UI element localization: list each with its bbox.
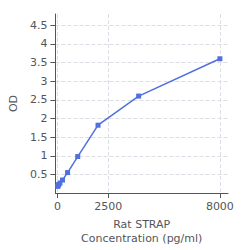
svg-text:1.5: 1.5 <box>30 131 48 144</box>
svg-text:4.5: 4.5 <box>30 19 48 32</box>
svg-text:0: 0 <box>54 200 61 213</box>
svg-text:OD: OD <box>7 95 20 112</box>
svg-text:Rat STRAP: Rat STRAP <box>113 218 170 231</box>
svg-text:Concentration (pg/ml): Concentration (pg/ml) <box>81 232 202 245</box>
svg-text:4: 4 <box>40 37 47 50</box>
svg-text:3: 3 <box>40 75 47 88</box>
svg-text:0.5: 0.5 <box>30 168 48 181</box>
svg-text:1: 1 <box>40 149 47 162</box>
svg-text:2500: 2500 <box>94 200 122 213</box>
svg-text:3.5: 3.5 <box>30 56 48 69</box>
svg-text:8000: 8000 <box>206 200 234 213</box>
svg-text:2.5: 2.5 <box>30 93 48 106</box>
svg-text:2: 2 <box>40 112 47 125</box>
